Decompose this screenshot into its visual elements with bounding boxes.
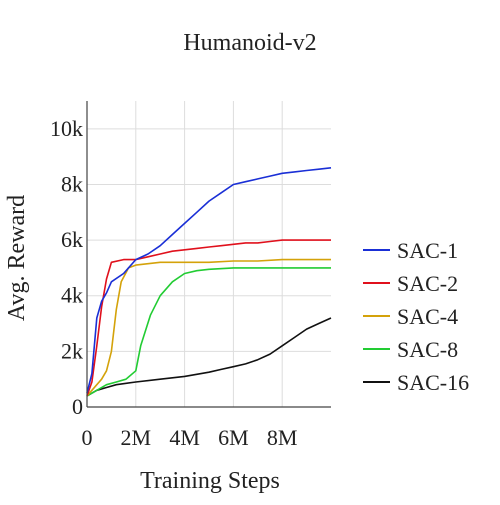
x-tick-label-2: 4M <box>169 425 200 450</box>
grid-layer <box>86 101 331 408</box>
axes-layer <box>86 101 331 408</box>
legend-item-sac-8: SAC-8 <box>363 337 458 362</box>
chart-title: Humanoid-v2 <box>183 30 316 56</box>
y-tick-label-3: 6k <box>61 227 83 252</box>
y-tick-label-0: 0 <box>72 394 83 419</box>
y-tick-label-5: 10k <box>50 116 83 141</box>
x-tick-label-3: 6M <box>218 425 249 450</box>
legend-item-sac-4: SAC-4 <box>363 304 458 329</box>
y-tick-label-2: 4k <box>61 283 83 308</box>
series-line-sac-8 <box>86 267 331 397</box>
legend-label-sac-2: SAC-2 <box>397 271 458 296</box>
legend-label-sac-8: SAC-8 <box>397 337 458 362</box>
series-layer <box>86 167 332 397</box>
legend-label-sac-1: SAC-1 <box>397 238 458 263</box>
legend-item-sac-2: SAC-2 <box>363 271 458 296</box>
legend-item-sac-16: SAC-16 <box>363 370 469 395</box>
series-line-sac-16 <box>86 317 332 397</box>
series-line-sac-4 <box>86 258 331 397</box>
legend: SAC-1 SAC-2 SAC-4 SAC-8 SAC-16 <box>363 238 469 395</box>
x-tick-label-1: 2M <box>121 425 152 450</box>
ticks-layer: 0 2k 4k 6k 8k 10k 0 2M 4M 6M 8M <box>50 116 297 450</box>
legend-item-sac-1: SAC-1 <box>363 238 458 263</box>
legend-label-sac-4: SAC-4 <box>397 304 458 329</box>
y-tick-label-4: 8k <box>61 171 83 196</box>
x-tick-label-4: 8M <box>267 425 298 450</box>
legend-label-sac-16: SAC-16 <box>397 370 469 395</box>
x-tick-label-0: 0 <box>82 425 93 450</box>
y-axis-label: Avg. Reward <box>4 195 30 321</box>
series-line-sac-2 <box>86 239 331 397</box>
x-axis-label: Training Steps <box>140 468 280 494</box>
y-tick-label-1: 2k <box>61 338 83 363</box>
series-line-sac-1 <box>86 167 332 394</box>
